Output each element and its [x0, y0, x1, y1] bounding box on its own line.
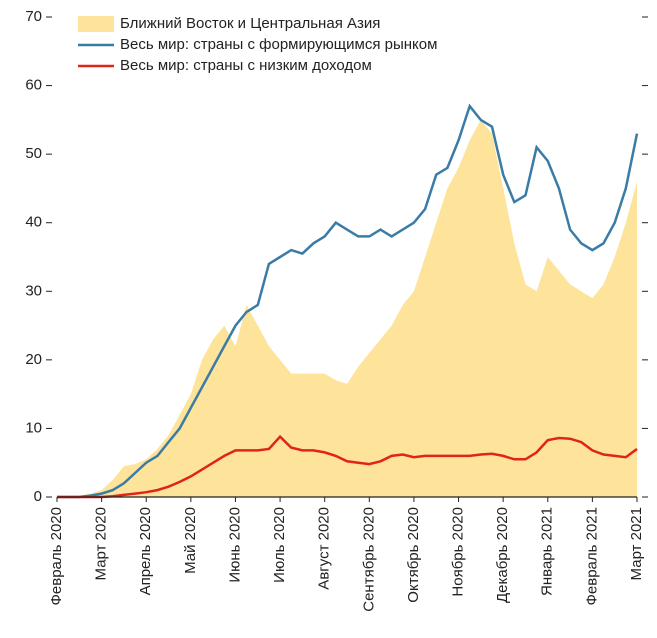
x-tick-label: Март 2020	[93, 507, 110, 580]
y-tick-label: 40	[25, 214, 42, 231]
legend-swatch	[78, 16, 114, 32]
y-tick-label: 10	[25, 419, 42, 436]
x-tick-label: Февраль 2020	[48, 507, 65, 606]
y-tick-label: 50	[25, 145, 42, 162]
area	[57, 119, 637, 498]
x-tick-label: Август 2020	[316, 507, 333, 590]
x-tick-label: Ноябрь 2020	[450, 507, 467, 597]
line	[57, 103, 639, 499]
legend-label: Весь мир: страны с формирующимся рынком	[120, 36, 437, 53]
x-tick-label: Сентябрь 2020	[360, 507, 377, 612]
legend-label: Весь мир: страны с низким доходом	[120, 57, 372, 74]
x-tick-label: Июнь 2020	[226, 507, 243, 583]
y-tick-label: 70	[25, 8, 42, 25]
x-tick-label: Апрель 2020	[137, 507, 154, 595]
x-tick-label: Октябрь 2020	[405, 507, 422, 603]
x-tick-label: Март 2021	[628, 507, 645, 580]
x-tick-label: Май 2020	[182, 507, 199, 574]
line	[57, 434, 638, 499]
legend-label: Ближний Восток и Центральная Азия	[120, 15, 380, 32]
x-tick-label: Июль 2020	[271, 507, 288, 583]
y-tick-label: 0	[34, 488, 42, 505]
y-tick-label: 60	[25, 77, 42, 94]
y-tick-label: 30	[25, 282, 42, 299]
x-tick-label: Февраль 2021	[583, 507, 600, 606]
x-tick-label: Январь 2021	[539, 507, 556, 596]
x-tick-label: Декабрь 2020	[494, 507, 511, 603]
y-tick-label: 20	[25, 351, 42, 368]
